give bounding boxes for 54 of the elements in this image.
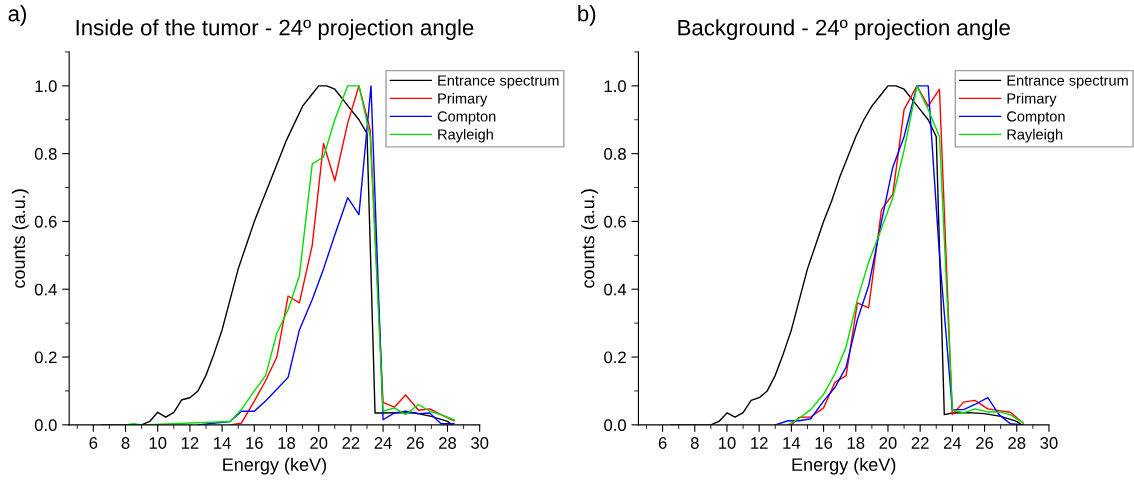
y-tick-label: 0.0 <box>604 419 626 432</box>
x-tick-label: 14 <box>214 437 231 449</box>
x-tick-label: 26 <box>976 437 994 449</box>
legend-label: Compton <box>1007 111 1065 125</box>
y-axis-title: counts (a.u.) <box>581 189 598 288</box>
y-tick-label: 1.0 <box>604 80 626 93</box>
x-tick-label: 24 <box>374 437 392 449</box>
text: a) <box>8 5 26 26</box>
chart-title: Background - 24º projection angle <box>678 19 1010 40</box>
x-tick-label: 16 <box>246 437 263 449</box>
x-tick-label: 20 <box>879 437 897 449</box>
x-tick-label: 30 <box>471 437 489 449</box>
x-tick-label: 24 <box>943 437 962 449</box>
x-tick-label: 18 <box>847 437 865 449</box>
x-tick-label: 6 <box>89 437 98 449</box>
x-axis-title: Energy (keV) <box>792 457 896 475</box>
text: b) <box>578 5 596 26</box>
x-tick-label: 26 <box>406 437 424 449</box>
y-tick-label: 1.0 <box>35 80 57 93</box>
legend-label: Primary <box>1007 92 1057 107</box>
x-tick-label: 28 <box>439 437 457 449</box>
x-tick-label: 16 <box>815 437 833 449</box>
y-tick-label: 0.8 <box>34 148 57 160</box>
x-tick-label: 12 <box>181 437 199 449</box>
x-tick-label: 12 <box>751 437 768 449</box>
legend-label: Primary <box>438 92 488 107</box>
y-tick-label: 0.2 <box>604 351 626 364</box>
y-tick-label: 0.4 <box>604 283 627 296</box>
x-tick-label: 22 <box>342 437 360 449</box>
legend-label: Entrance spectrum <box>1007 75 1128 89</box>
x-axis-title: Energy (keV) <box>223 457 326 475</box>
x-tick-label: 8 <box>690 437 699 449</box>
x-tick-label: 20 <box>310 437 328 449</box>
x-tick-label: 8 <box>121 437 130 449</box>
x-tick-label: 22 <box>911 437 929 449</box>
chart-title: Inside of the tumor - 24º projection angle <box>76 19 474 40</box>
y-tick-label: 0.8 <box>604 148 626 160</box>
legend-label: Rayleigh <box>438 128 493 143</box>
x-tick-label: 10 <box>149 437 167 449</box>
x-tick-label: 28 <box>1008 437 1026 449</box>
x-tick-label: 14 <box>783 437 801 449</box>
x-tick-label: 18 <box>278 437 296 449</box>
y-tick-label: 0.6 <box>34 215 57 228</box>
y-axis-title: counts (a.u.) <box>11 189 29 288</box>
x-tick-label: 6 <box>658 437 667 449</box>
x-tick-label: 10 <box>718 437 736 449</box>
legend-label: Entrance spectrum <box>438 75 559 89</box>
y-tick-label: 0.0 <box>34 419 57 432</box>
legend-label: Rayleigh <box>1007 128 1063 143</box>
legend-label: Compton <box>437 111 496 125</box>
y-tick-label: 0.4 <box>34 283 57 296</box>
x-tick-label: 30 <box>1040 437 1058 449</box>
y-tick-label: 0.2 <box>34 351 57 364</box>
y-tick-label: 0.6 <box>604 215 626 228</box>
